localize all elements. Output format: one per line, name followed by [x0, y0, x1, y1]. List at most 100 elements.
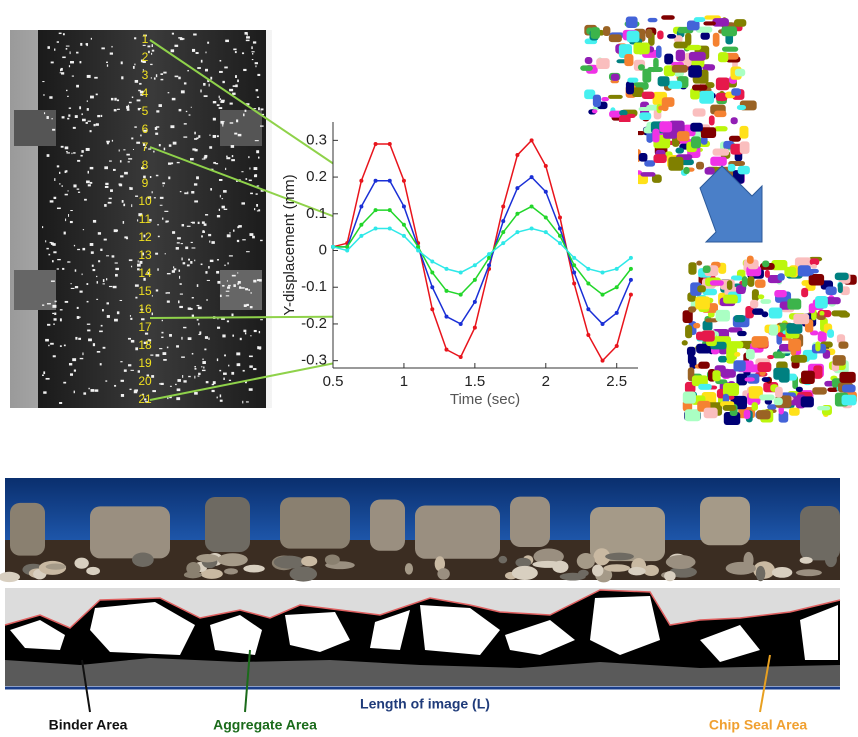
speckle — [220, 121, 223, 124]
speckle — [183, 327, 186, 328]
speckle — [105, 186, 109, 188]
speckle — [257, 185, 259, 186]
speckle — [246, 304, 248, 306]
speckle — [73, 152, 75, 153]
speckle — [162, 182, 165, 184]
speckle — [134, 126, 136, 127]
data-point — [501, 230, 505, 234]
speckle — [194, 132, 196, 135]
data-point — [402, 204, 406, 208]
data-point — [459, 293, 463, 297]
aggregate-particle — [784, 267, 796, 277]
aggregate-particle — [735, 69, 745, 77]
speckle — [173, 142, 177, 145]
speckle — [196, 176, 199, 179]
aggregate-particle — [653, 154, 666, 163]
speckle — [66, 151, 68, 152]
aggregate-particle — [688, 262, 696, 275]
x-axis-label: Time (sec) — [450, 391, 520, 408]
speckle — [87, 75, 91, 78]
aggregate-particle — [734, 352, 740, 357]
rock — [205, 497, 250, 552]
aggregate-particle — [801, 288, 808, 297]
speckle — [106, 141, 110, 143]
clamp — [14, 110, 56, 146]
speckle — [174, 45, 178, 47]
data-point — [558, 226, 562, 230]
aggregate-particle — [817, 406, 830, 410]
speckle — [82, 248, 85, 250]
speckle — [255, 140, 259, 141]
speckle — [61, 146, 64, 148]
speckle — [102, 309, 104, 311]
speckle — [226, 295, 229, 296]
speckle — [80, 291, 83, 293]
pebble — [666, 555, 696, 569]
aggregate-particle — [731, 88, 741, 95]
speckle — [129, 187, 132, 190]
speckle — [196, 137, 198, 139]
speckle — [204, 155, 207, 158]
speckle — [87, 324, 90, 325]
speckle — [231, 145, 234, 148]
aggregate-particle — [685, 325, 692, 338]
speckle — [135, 80, 138, 83]
speckle — [243, 113, 244, 116]
aggregate-particle — [601, 97, 609, 101]
data-point — [402, 234, 406, 238]
speckle — [64, 345, 66, 347]
speckle — [254, 330, 257, 332]
speckle — [259, 279, 262, 282]
speckle — [137, 99, 141, 101]
speckle — [62, 57, 65, 59]
speckle — [165, 292, 166, 293]
speckle — [76, 52, 78, 54]
speckle — [186, 111, 187, 112]
speckle — [256, 204, 258, 207]
speckle — [204, 349, 206, 351]
speckle — [66, 170, 68, 172]
arrow — [700, 166, 762, 242]
x-tick-label: 1.5 — [464, 373, 485, 390]
figure: Y-displacement (mm) Time (sec) 0.30.20.1… — [0, 0, 858, 737]
speckle — [192, 353, 194, 355]
speckle — [166, 221, 169, 223]
speckle — [220, 60, 222, 62]
gauge-number: 5 — [142, 104, 149, 118]
pebble — [224, 568, 238, 574]
speckle — [91, 251, 94, 254]
aggregate-particle — [664, 54, 673, 65]
speckle — [97, 281, 98, 283]
speckle — [220, 295, 222, 297]
speckle — [68, 214, 69, 217]
speckle — [231, 314, 233, 317]
speckle — [204, 95, 208, 97]
speckle — [235, 75, 237, 78]
speckle — [60, 309, 63, 310]
rock — [370, 499, 405, 550]
aggregate-particle — [835, 273, 849, 280]
speckle — [157, 268, 158, 270]
aggregate-particle — [693, 323, 700, 329]
speckle — [53, 197, 56, 199]
speckle — [259, 331, 260, 333]
aggregate-particle — [789, 408, 800, 416]
aggregate-particle — [838, 342, 848, 349]
aggregate-particle — [668, 81, 682, 89]
speckle — [87, 100, 88, 101]
aggregate-particle — [714, 126, 727, 131]
speckle — [168, 92, 170, 93]
aggregate-particle — [752, 336, 769, 348]
speckle — [129, 102, 132, 103]
speckle — [233, 284, 235, 287]
rock — [10, 503, 45, 556]
pebble — [592, 565, 603, 577]
data-point — [515, 186, 519, 190]
pebble — [796, 569, 822, 576]
speckle — [62, 185, 63, 187]
speckle — [54, 178, 55, 181]
speckle — [210, 188, 212, 190]
speckle — [250, 292, 252, 293]
speckle — [74, 391, 75, 394]
data-point — [388, 179, 392, 183]
